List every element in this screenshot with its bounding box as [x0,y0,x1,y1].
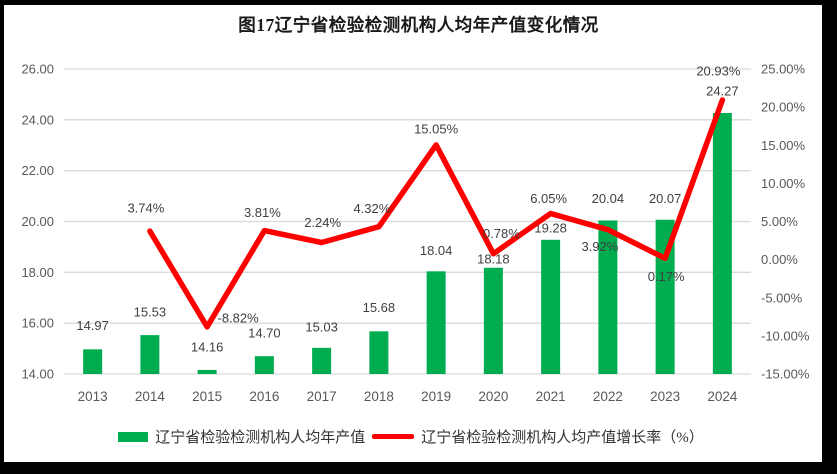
right-axis-tick-label: -5.00% [761,290,803,305]
bar-2021 [541,239,561,374]
bar-2013 [83,349,103,374]
line-value-label: -8.82% [218,310,260,325]
x-axis-label: 2015 [192,389,222,404]
right-axis-tick-label: 25.00% [761,62,806,77]
right-axis-tick-label: 10.00% [761,176,806,191]
left-axis-tick-label: 14.00 [21,367,54,382]
bar-2015 [197,369,217,374]
chart-surface [4,5,822,462]
x-axis-label: 2014 [135,389,166,404]
bar-2020 [483,267,503,374]
line-value-label: 15.05% [414,121,459,136]
right-axis-tick-label: 15.00% [761,138,806,153]
line-value-label: 20.93% [696,64,741,79]
x-axis-label: 2023 [650,389,680,404]
bar-value-label: 24.27 [706,83,739,98]
line-value-label: 3.74% [127,201,164,216]
bar-value-label: 19.28 [534,220,567,235]
x-axis-label: 2016 [249,389,279,404]
bar-value-label: 14.16 [191,339,224,354]
left-axis-tick-label: 20.00 [21,214,54,229]
bar-series-swatch [118,431,149,442]
bar-value-label: 15.53 [134,305,167,320]
bar-2019 [426,271,446,374]
line-series-swatch [372,434,415,439]
right-axis-tick-label: 20.00% [761,100,806,115]
left-axis-tick-label: 22.00 [21,163,54,178]
right-axis-tick-label: -15.00% [761,367,810,382]
bar-value-label: 15.68 [363,300,396,315]
bar-2018 [369,331,389,374]
bar-value-label: 14.70 [248,326,281,341]
x-axis-label: 2022 [593,389,623,404]
bar-value-label: 15.03 [305,319,338,334]
right-axis-tick-label: 0.00% [761,252,798,267]
x-axis-label: 2024 [707,389,738,404]
bar-2022 [598,220,618,374]
line-value-label: 0.17% [648,269,685,284]
bar-2017 [312,347,332,374]
x-axis-label: 2013 [78,389,108,404]
line-value-label: 6.05% [530,191,567,206]
growth-rate-line [147,97,726,330]
x-axis-label: 2017 [307,389,337,404]
left-axis-tick-label: 24.00 [21,112,54,127]
line-value-label: 3.81% [244,205,281,220]
left-axis-tick-label: 18.00 [21,265,54,280]
line-value-label: 0.78% [483,226,520,241]
bar-2016 [254,356,274,374]
bar-value-label: 20.04 [592,191,625,206]
line-value-label: 2.24% [304,215,341,230]
line-value-label: 3.92% [581,239,618,254]
bar-2014 [140,335,160,374]
x-axis-label: 2020 [478,389,508,404]
x-axis-label: 2021 [536,389,566,404]
bar-value-label: 18.18 [477,251,510,266]
chart-legend: 辽宁省检验检测机构人均年产值 辽宁省检验检测机构人均产值增长率（%） [0,426,822,447]
line-series-label: 辽宁省检验检测机构人均产值增长率（%） [421,430,704,446]
bar-value-label: 18.04 [420,243,453,258]
bar-value-label: 20.07 [649,191,682,206]
right-axis-tick-label: 5.00% [761,214,798,229]
line-value-label: 4.32% [353,201,390,216]
left-axis-tick-label: 16.00 [21,316,54,331]
bar-series-label: 辽宁省检验检测机构人均年产值 [155,430,366,446]
chart-title: 图17辽宁省检验检测机构人均年产值变化情况 [238,15,599,35]
bar-value-label: 14.97 [76,318,109,333]
x-axis-label: 2018 [364,389,394,404]
right-axis-tick-label: -10.00% [761,328,810,343]
left-axis-tick-label: 26.00 [21,62,54,77]
x-axis-label: 2019 [421,389,451,404]
bar-2024 [712,112,732,375]
